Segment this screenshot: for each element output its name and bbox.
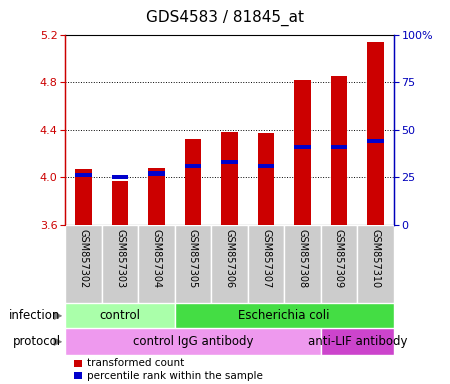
Text: GSM857304: GSM857304 bbox=[152, 228, 162, 288]
Bar bbox=[148, 171, 165, 175]
Bar bbox=[185, 139, 201, 225]
Bar bbox=[367, 139, 384, 143]
Text: GSM857308: GSM857308 bbox=[297, 228, 307, 288]
Bar bbox=[284, 225, 321, 303]
Bar bbox=[75, 169, 92, 225]
Bar bbox=[248, 225, 284, 303]
Bar bbox=[65, 328, 321, 355]
Text: control IgG antibody: control IgG antibody bbox=[133, 335, 253, 348]
Bar bbox=[112, 175, 128, 179]
Bar bbox=[185, 164, 201, 168]
Text: GSM857307: GSM857307 bbox=[261, 228, 271, 288]
Text: GSM857305: GSM857305 bbox=[188, 228, 198, 288]
Bar bbox=[258, 164, 274, 168]
Text: GDS4583 / 81845_at: GDS4583 / 81845_at bbox=[146, 10, 304, 26]
Bar bbox=[367, 42, 384, 225]
Bar bbox=[211, 225, 248, 303]
Text: GSM857303: GSM857303 bbox=[115, 228, 125, 288]
Text: percentile rank within the sample: percentile rank within the sample bbox=[87, 371, 263, 381]
Bar bbox=[112, 181, 128, 225]
Text: anti-LIF antibody: anti-LIF antibody bbox=[307, 335, 407, 348]
Text: transformed count: transformed count bbox=[87, 358, 184, 368]
Bar bbox=[357, 225, 394, 303]
Bar bbox=[65, 225, 102, 303]
Bar bbox=[138, 225, 175, 303]
Bar bbox=[175, 225, 211, 303]
Bar bbox=[75, 173, 92, 177]
Text: GSM857306: GSM857306 bbox=[225, 228, 234, 288]
Bar bbox=[294, 145, 310, 149]
Text: GSM857310: GSM857310 bbox=[370, 228, 381, 288]
Bar bbox=[331, 76, 347, 225]
Bar bbox=[148, 168, 165, 225]
Bar bbox=[258, 133, 274, 225]
Bar bbox=[65, 303, 175, 328]
Bar bbox=[221, 160, 238, 164]
Text: GSM857309: GSM857309 bbox=[334, 228, 344, 288]
Text: Escherichia coli: Escherichia coli bbox=[238, 310, 330, 322]
Bar bbox=[321, 225, 357, 303]
Text: protocol: protocol bbox=[13, 335, 61, 348]
Bar bbox=[102, 225, 138, 303]
Bar bbox=[321, 328, 394, 355]
Bar bbox=[294, 80, 310, 225]
Bar bbox=[221, 132, 238, 225]
Bar bbox=[331, 145, 347, 149]
Bar bbox=[175, 303, 394, 328]
Text: control: control bbox=[99, 310, 140, 322]
Text: infection: infection bbox=[9, 310, 61, 322]
Text: GSM857302: GSM857302 bbox=[78, 228, 89, 288]
